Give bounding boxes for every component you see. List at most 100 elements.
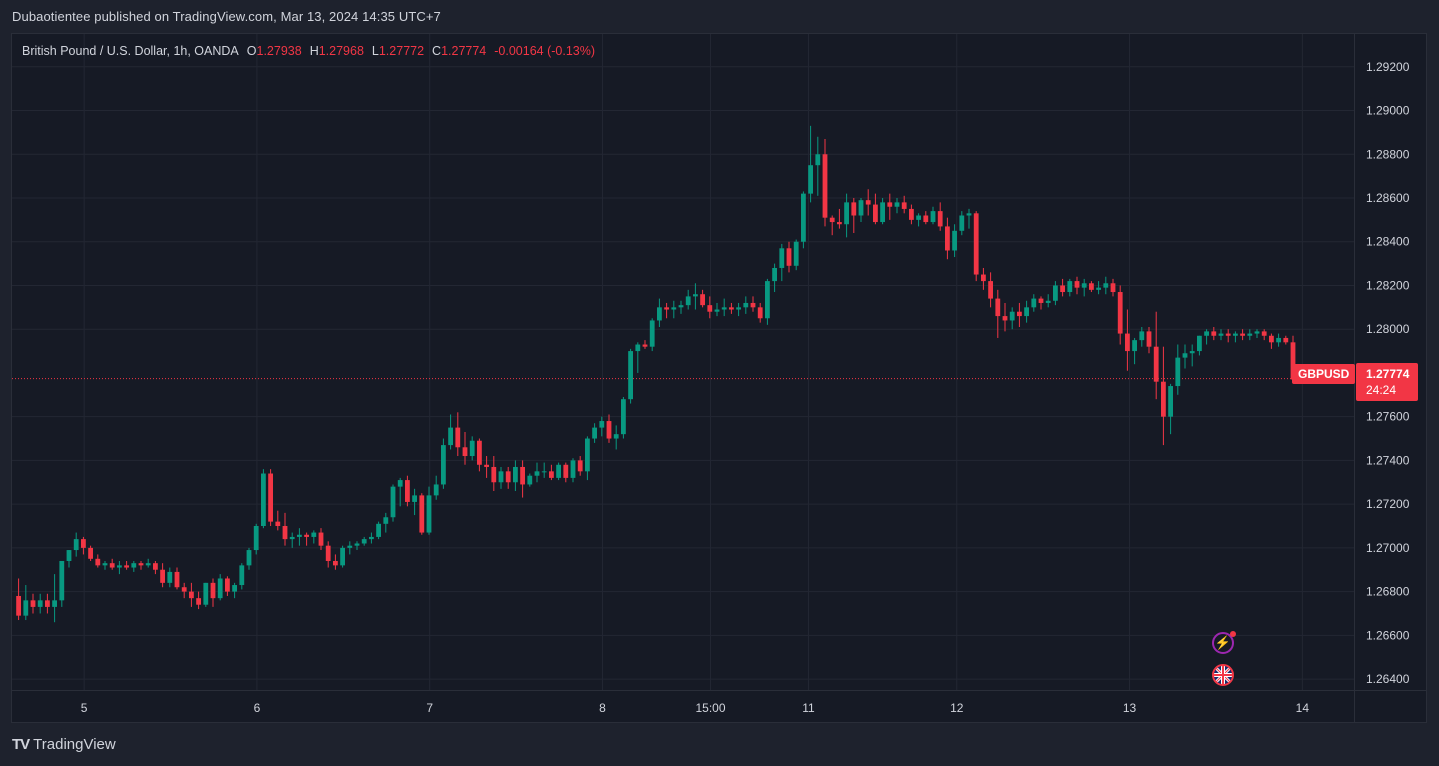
candle[interactable] [599,416,605,437]
candle[interactable] [225,576,230,596]
candle[interactable] [426,486,432,535]
candle[interactable] [995,289,1001,338]
candle[interactable] [1283,335,1289,345]
candle[interactable] [966,208,972,229]
candle[interactable] [779,243,785,282]
candle[interactable] [707,296,713,319]
candle[interactable] [549,464,554,481]
candle[interactable] [829,215,835,236]
candle[interactable] [1254,329,1260,338]
candle[interactable] [635,342,641,373]
candle[interactable] [448,414,453,450]
candle[interactable] [894,198,900,214]
candle[interactable] [613,425,619,450]
candle[interactable] [851,198,857,233]
candle[interactable] [1261,329,1267,341]
candle[interactable] [117,560,122,575]
candle[interactable] [1053,281,1058,306]
candle[interactable] [513,460,518,492]
candle[interactable] [261,469,266,529]
candle[interactable] [253,523,259,555]
candle[interactable] [1269,333,1274,349]
candle[interactable] [1009,307,1015,330]
candle[interactable] [45,593,50,614]
candle[interactable] [1060,278,1065,297]
candle[interactable] [318,528,324,551]
candle[interactable] [743,296,749,314]
candle[interactable] [1153,311,1159,400]
candle[interactable] [527,473,533,487]
candle[interactable] [81,536,86,555]
candle[interactable] [988,272,993,308]
candlestick-chart[interactable]: 1.29200 1.29000 1.28800 1.28600 1.28400 1.282… [12,34,1426,722]
candle[interactable] [909,204,914,225]
candle[interactable] [412,488,417,516]
candle[interactable] [311,530,317,544]
candle[interactable] [628,348,633,404]
chart-pane[interactable]: 1.29200 1.29000 1.28800 1.28600 1.28400 1.282… [11,33,1427,723]
candle[interactable] [95,554,101,568]
candle[interactable] [138,560,144,570]
candle[interactable] [160,563,165,588]
candle[interactable] [498,466,504,489]
candle[interactable] [131,560,137,572]
candle[interactable] [1074,276,1080,295]
candle[interactable] [621,396,626,439]
candle[interactable] [289,532,295,548]
candle[interactable] [203,582,209,607]
candle[interactable] [844,193,849,238]
uk-flag-event-icon[interactable] [1212,664,1234,686]
candle[interactable] [340,545,345,568]
candle[interactable] [376,521,381,540]
candle[interactable] [1240,329,1245,341]
candle[interactable] [174,567,180,590]
candle[interactable] [793,239,799,271]
candle[interactable] [462,431,468,465]
candle[interactable] [37,593,43,614]
candle[interactable] [678,300,684,314]
candle[interactable] [181,582,187,599]
candle[interactable] [390,484,396,522]
candle[interactable] [534,462,540,483]
candle[interactable] [1024,300,1029,323]
candle[interactable] [361,536,367,546]
candle[interactable] [858,198,864,223]
candle[interactable] [1276,333,1281,347]
candle[interactable] [304,532,309,546]
candle[interactable] [16,578,21,621]
candle[interactable] [1045,294,1051,308]
candle[interactable] [383,512,389,533]
candle[interactable] [232,582,237,599]
candle[interactable] [765,278,770,325]
candle[interactable] [102,560,108,570]
candle[interactable] [959,211,965,236]
candle[interactable] [1197,335,1202,356]
candle[interactable] [455,412,461,457]
candle[interactable] [145,558,151,568]
candle[interactable] [556,462,561,481]
candle[interactable] [1002,302,1008,332]
candle[interactable] [757,302,763,323]
candle[interactable] [1103,276,1109,295]
candle[interactable] [1218,329,1224,341]
candle[interactable] [217,574,223,601]
candle[interactable] [1139,327,1145,347]
candle[interactable] [1175,344,1181,395]
candle[interactable] [246,547,252,570]
candle[interactable] [901,195,907,214]
candle[interactable] [649,318,655,352]
candle[interactable] [1038,296,1044,310]
candle[interactable] [491,456,497,492]
candle[interactable] [153,560,158,575]
candle[interactable] [786,241,792,273]
candle[interactable] [109,558,115,570]
candle[interactable] [592,423,597,443]
candle[interactable] [52,574,57,623]
candle[interactable] [88,545,93,561]
candle[interactable] [30,593,36,614]
candle[interactable] [275,510,281,531]
candle[interactable] [1161,346,1166,446]
candle[interactable] [469,436,475,461]
candle[interactable] [671,300,677,319]
candle[interactable] [808,125,813,203]
